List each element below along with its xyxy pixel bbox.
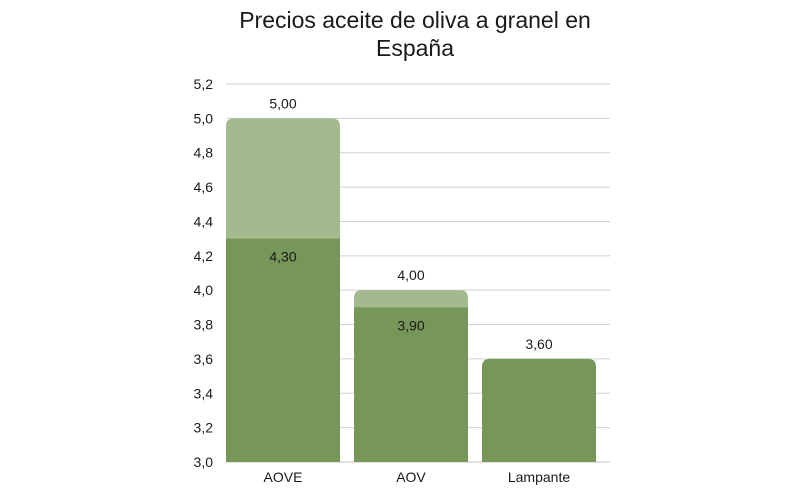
bar-segment-upper <box>226 118 340 240</box>
data-label-upper: 5,00 <box>269 95 296 111</box>
y-tick-label: 4,0 <box>194 282 214 298</box>
y-tick-label: 4,2 <box>194 248 214 264</box>
chart-title: Precios aceite de oliva a granel en Espa… <box>239 7 591 61</box>
data-label-lower: 4,30 <box>269 249 296 265</box>
data-label-upper: 4,00 <box>397 267 424 283</box>
y-tick-label: 4,8 <box>194 145 214 161</box>
y-tick-label: 5,2 <box>194 76 214 92</box>
bar <box>482 358 596 462</box>
data-label: 3,60 <box>525 336 552 352</box>
y-tick-label: 3,6 <box>194 351 214 367</box>
y-tick-label: 4,4 <box>194 213 214 229</box>
y-tick-label: 4,6 <box>194 179 214 195</box>
bar-segment-lower <box>354 307 468 462</box>
y-tick-label: 3,4 <box>194 385 214 401</box>
y-tick-label: 5,0 <box>194 110 214 126</box>
bar-segment-lower <box>226 238 340 462</box>
data-label-lower: 3,90 <box>397 317 424 333</box>
y-tick-label: 3,0 <box>194 454 214 470</box>
y-tick-label: 3,8 <box>194 317 214 333</box>
y-tick-label: 3,2 <box>194 420 214 436</box>
x-tick-label: Lampante <box>508 469 570 485</box>
x-tick-label: AOVE <box>264 469 303 485</box>
x-tick-label: AOV <box>396 469 426 485</box>
bar-segment-upper <box>354 290 468 309</box>
